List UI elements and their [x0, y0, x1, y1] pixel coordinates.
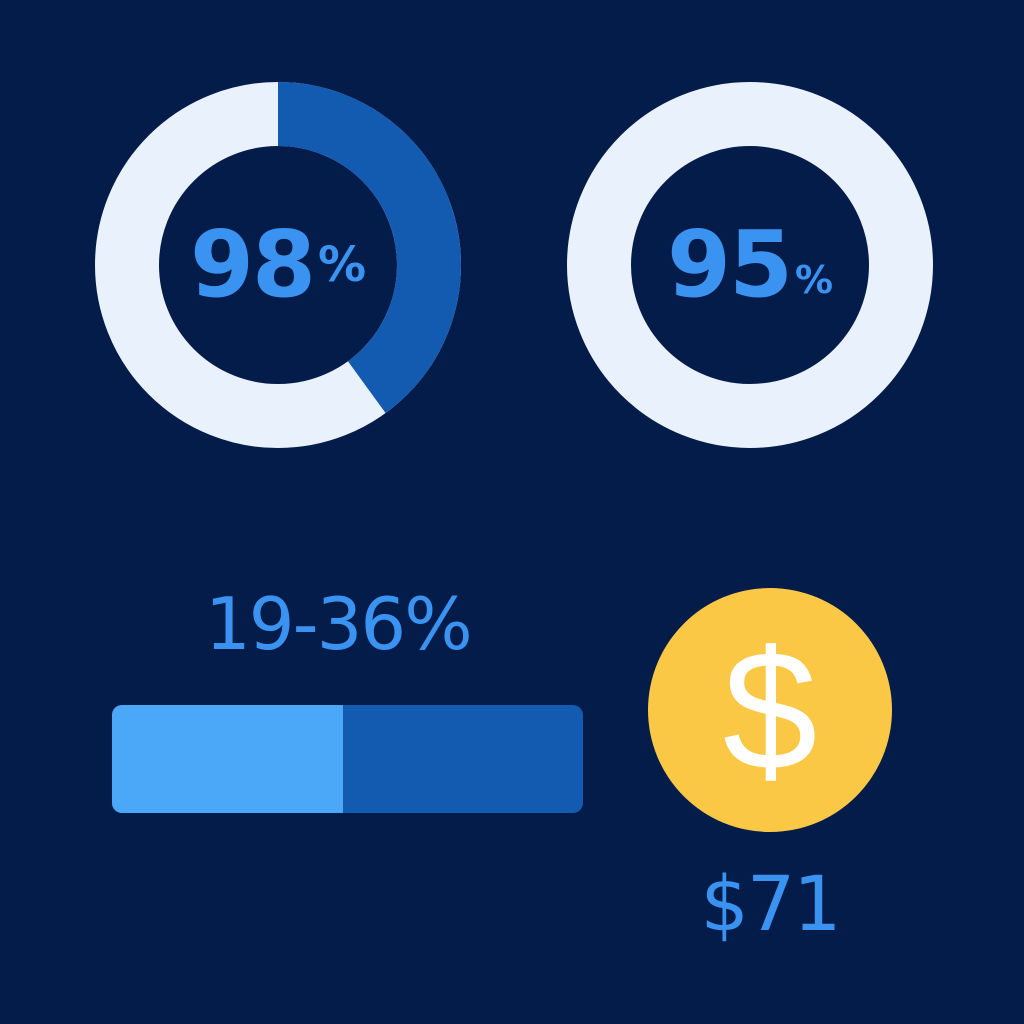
donut-chart-98: 98%: [95, 82, 461, 448]
donut-value: 95%: [567, 82, 933, 448]
donut-progress-arc: [277, 82, 461, 414]
donut-value: 98%: [95, 82, 461, 448]
donut-number: 98: [189, 211, 316, 318]
donut-percent-sign: %: [317, 237, 367, 293]
dollar-coin-icon: $: [648, 588, 892, 832]
price-label: $71: [700, 859, 841, 948]
donut-track: [567, 82, 933, 448]
range-label: 19-36%: [205, 582, 473, 666]
donut-percent-sign: %: [794, 258, 834, 302]
range-bar: [112, 705, 583, 813]
donut-ring: [567, 82, 933, 448]
dollar-sign-icon: $: [722, 616, 818, 806]
donut-chart-95: 95%: [567, 82, 933, 448]
donut-number: 95: [666, 211, 793, 318]
donut-ring: [95, 82, 461, 448]
range-bar-fill: [112, 705, 343, 813]
